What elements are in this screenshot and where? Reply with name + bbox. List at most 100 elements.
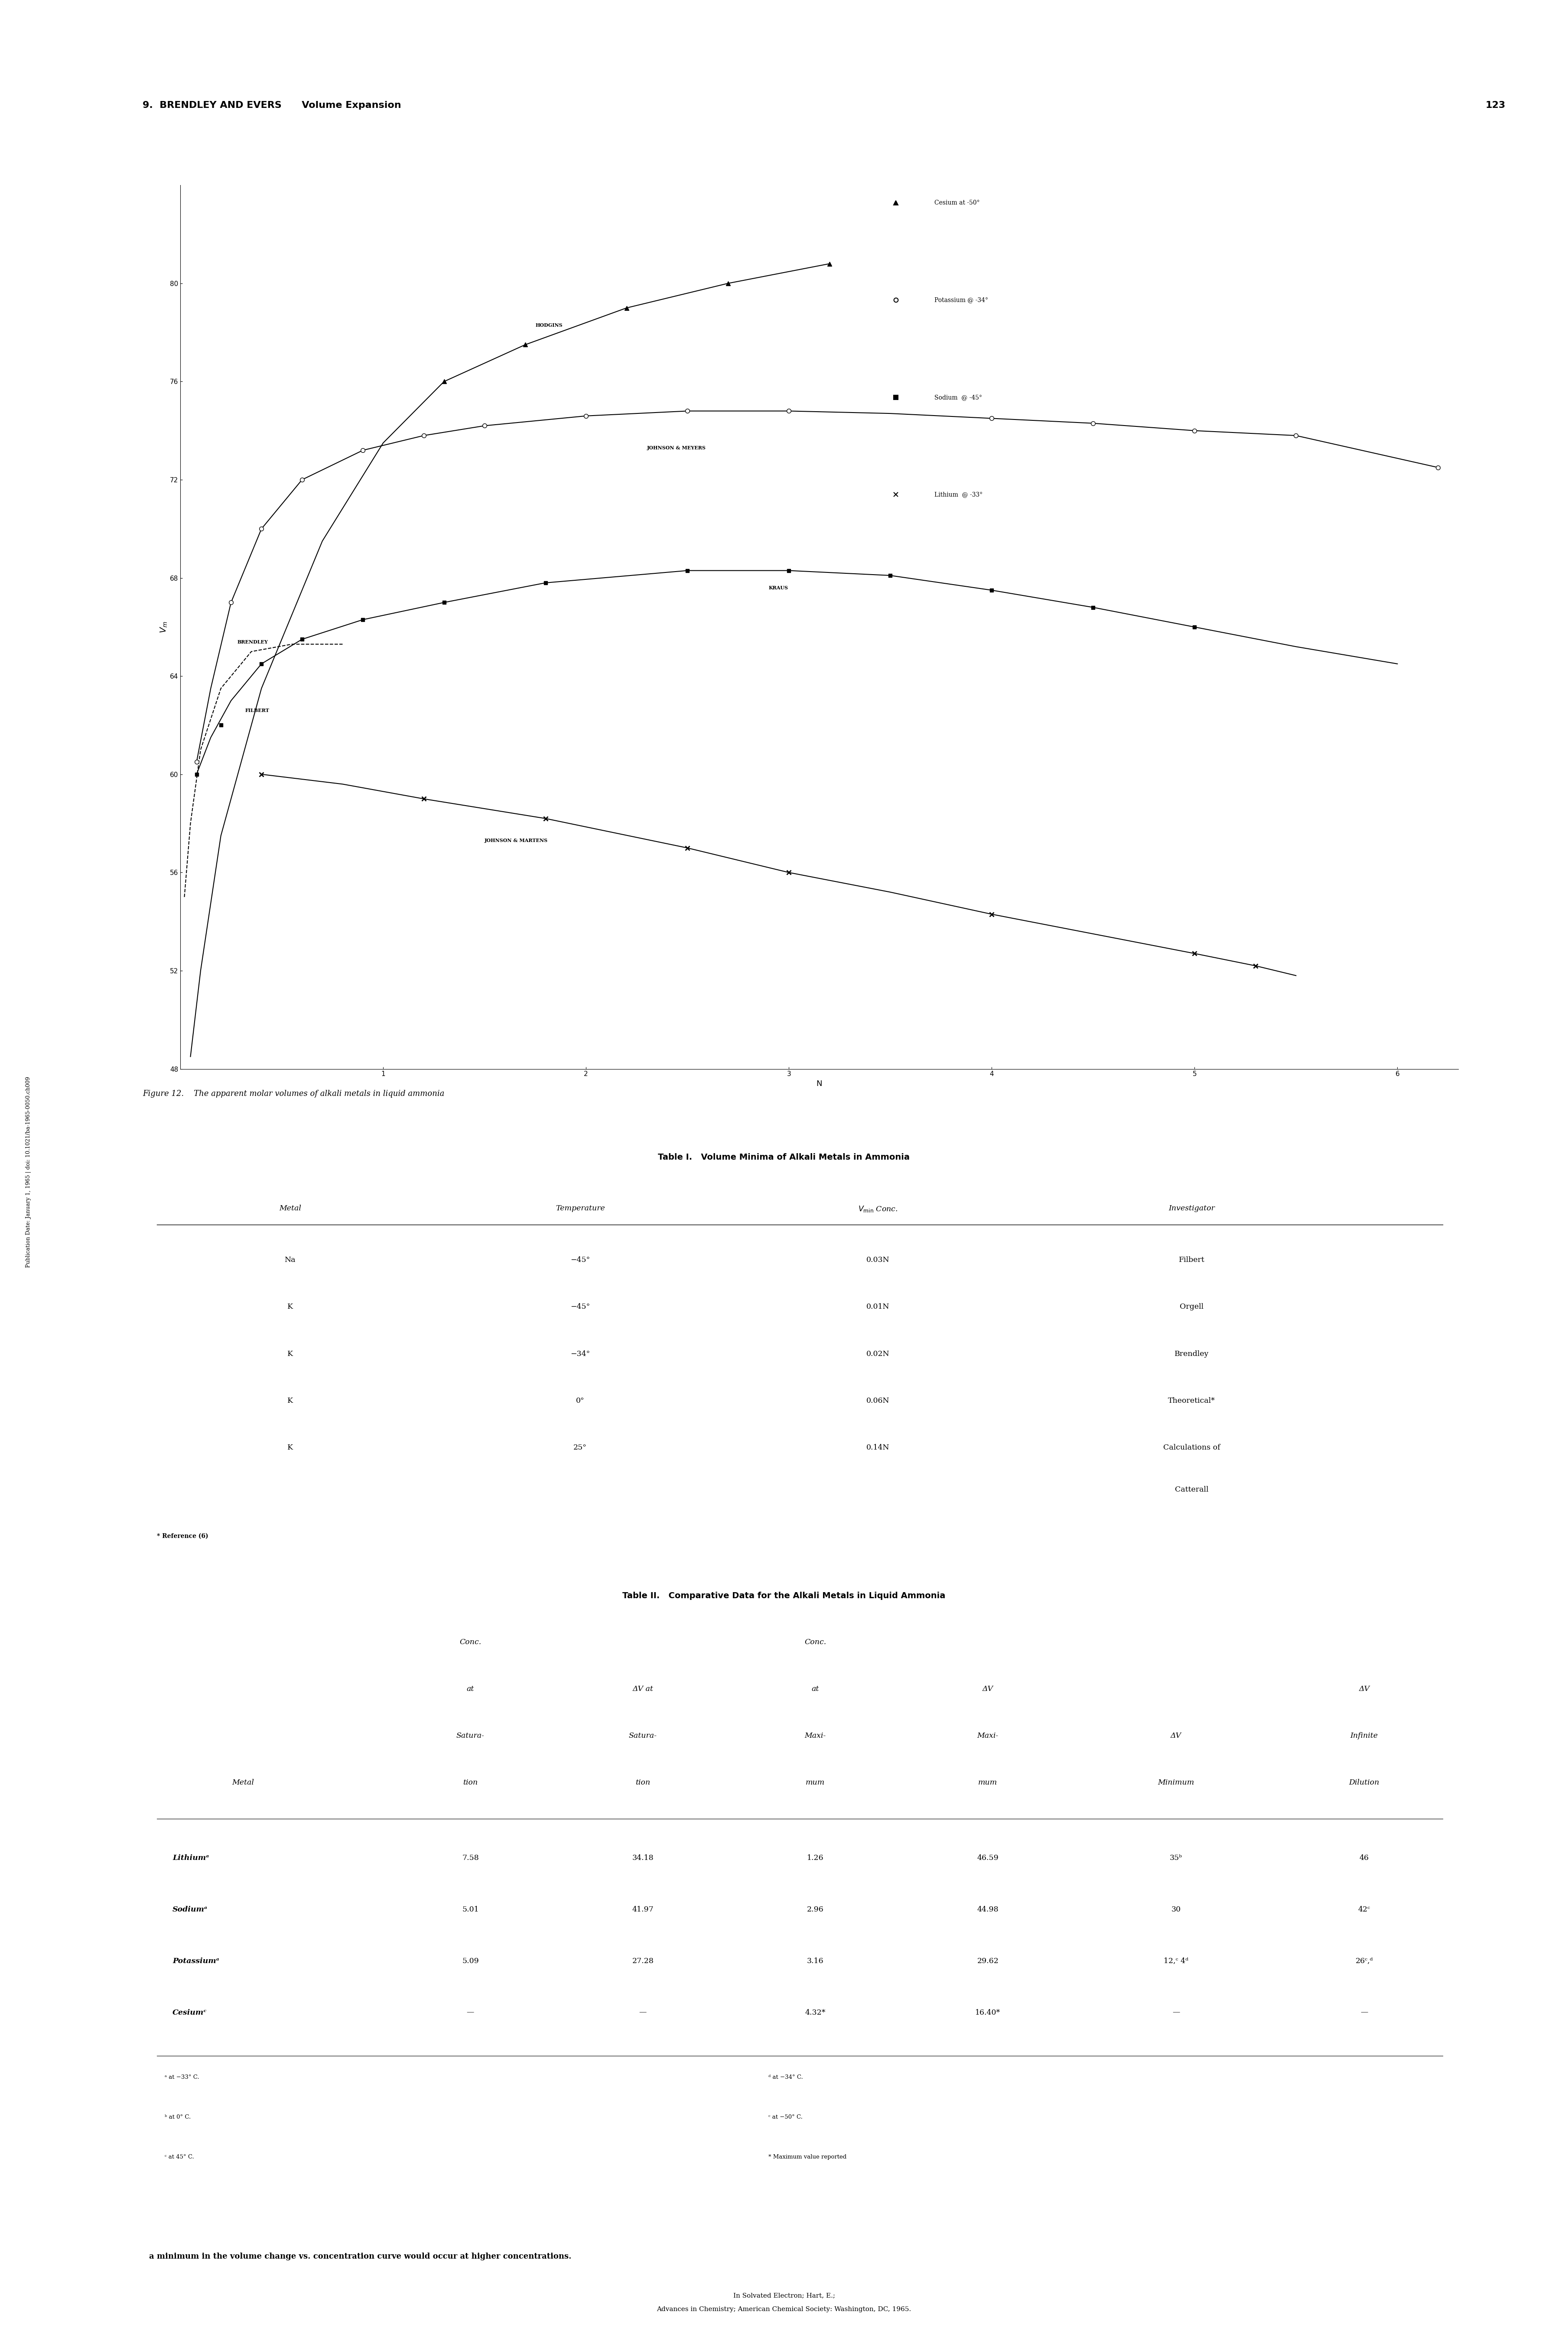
Text: −45°: −45°: [571, 1303, 590, 1310]
Text: 4.32*: 4.32*: [804, 2009, 826, 2016]
Text: 27.28: 27.28: [632, 1957, 654, 1964]
X-axis label: N: N: [817, 1081, 822, 1088]
Text: tion: tion: [635, 1779, 651, 1786]
Text: Potassium @ -34°: Potassium @ -34°: [935, 298, 988, 302]
Text: Conc.: Conc.: [804, 1638, 826, 1645]
Text: Cesium at -50°: Cesium at -50°: [935, 199, 980, 206]
Text: 1.26: 1.26: [808, 1854, 823, 1861]
Text: Cesiumᶜ: Cesiumᶜ: [172, 2009, 207, 2016]
Text: Lithium  @ -33°: Lithium @ -33°: [935, 492, 983, 497]
Text: Brendley: Brendley: [1174, 1350, 1209, 1357]
Text: ᶜ at 45° C.: ᶜ at 45° C.: [165, 2154, 194, 2159]
Text: 46.59: 46.59: [977, 1854, 999, 1861]
Text: mum: mum: [978, 1779, 997, 1786]
Text: ᵈ at −34° C.: ᵈ at −34° C.: [768, 2074, 803, 2079]
Text: 9.  BRENDLEY AND EVERS      Volume Expansion: 9. BRENDLEY AND EVERS Volume Expansion: [143, 101, 401, 110]
Text: Infinite: Infinite: [1350, 1732, 1378, 1739]
Text: —: —: [1361, 2009, 1367, 2016]
Text: Advances in Chemistry; American Chemical Society: Washington, DC, 1965.: Advances in Chemistry; American Chemical…: [657, 2306, 911, 2314]
Text: ΔV at: ΔV at: [632, 1685, 654, 1692]
Text: Maxi-: Maxi-: [977, 1732, 999, 1739]
Text: ᵇ at 0° C.: ᵇ at 0° C.: [165, 2114, 191, 2119]
Text: 0.03N: 0.03N: [867, 1256, 889, 1263]
Text: 34.18: 34.18: [632, 1854, 654, 1861]
Text: K: K: [287, 1397, 293, 1404]
Text: FILBERT: FILBERT: [245, 708, 270, 713]
Text: 2.96: 2.96: [808, 1906, 823, 1913]
Text: Filbert: Filbert: [1179, 1256, 1204, 1263]
Text: Satura-: Satura-: [629, 1732, 657, 1739]
Text: JOHNSON & MARTENS: JOHNSON & MARTENS: [485, 839, 547, 844]
Text: * Reference (6): * Reference (6): [157, 1533, 209, 1540]
Text: $V_{\mathrm{min}}$ Conc.: $V_{\mathrm{min}}$ Conc.: [858, 1205, 898, 1214]
Text: Maxi-: Maxi-: [804, 1732, 826, 1739]
Text: Table I.   Volume Minima of Alkali Metals in Ammonia: Table I. Volume Minima of Alkali Metals …: [659, 1153, 909, 1163]
Text: —: —: [640, 2009, 646, 2016]
Text: tion: tion: [463, 1779, 478, 1786]
Text: 5.01: 5.01: [463, 1906, 478, 1913]
Text: —: —: [1173, 2009, 1179, 2016]
Text: 0.01N: 0.01N: [867, 1303, 889, 1310]
Text: In Solvated Electron; Hart, E.;: In Solvated Electron; Hart, E.;: [734, 2292, 834, 2299]
Text: Conc.: Conc.: [459, 1638, 481, 1645]
Text: Orgell: Orgell: [1179, 1303, 1204, 1310]
Text: Sodiumᵃ: Sodiumᵃ: [172, 1906, 207, 1913]
Text: 35ᵇ: 35ᵇ: [1170, 1854, 1182, 1861]
Text: 41.97: 41.97: [632, 1906, 654, 1913]
Text: Calculations of: Calculations of: [1163, 1444, 1220, 1451]
Y-axis label: $V_m$: $V_m$: [160, 621, 169, 633]
Text: KRAUS: KRAUS: [768, 586, 789, 591]
Text: −34°: −34°: [571, 1350, 590, 1357]
Text: a minimum in the volume change vs. concentration curve would occur at higher con: a minimum in the volume change vs. conce…: [149, 2253, 571, 2260]
Text: Dilution: Dilution: [1348, 1779, 1380, 1786]
Text: ΔV: ΔV: [983, 1685, 993, 1692]
Text: Minimum: Minimum: [1157, 1779, 1195, 1786]
Text: K: K: [287, 1350, 293, 1357]
Text: mum: mum: [806, 1779, 825, 1786]
Text: −45°: −45°: [571, 1256, 590, 1263]
Text: Publication Date: January 1, 1965 | doi: 10.1021/ba-1965-0050.ch009: Publication Date: January 1, 1965 | doi:…: [25, 1076, 31, 1268]
Text: ΔV: ΔV: [1171, 1732, 1181, 1739]
Text: 123: 123: [1485, 101, 1505, 110]
Text: * Maximum value reported: * Maximum value reported: [768, 2154, 847, 2159]
Text: Investigator: Investigator: [1168, 1205, 1215, 1212]
Text: 42ᶜ: 42ᶜ: [1358, 1906, 1370, 1913]
Text: 26ᶜ,ᵈ: 26ᶜ,ᵈ: [1355, 1957, 1374, 1964]
Text: K: K: [287, 1444, 293, 1451]
Text: Potassiumᵃ: Potassiumᵃ: [172, 1957, 220, 1964]
Text: at: at: [812, 1685, 818, 1692]
Text: 3.16: 3.16: [808, 1957, 823, 1964]
Text: BRENDLEY: BRENDLEY: [237, 640, 268, 645]
Text: Figure 12.    The apparent molar volumes of alkali metals in liquid ammonia: Figure 12. The apparent molar volumes of…: [143, 1090, 444, 1097]
Text: Sodium  @ -45°: Sodium @ -45°: [935, 394, 982, 401]
Text: 5.09: 5.09: [463, 1957, 478, 1964]
Text: K: K: [287, 1303, 293, 1310]
Text: 12,ᶜ 4ᵈ: 12,ᶜ 4ᵈ: [1163, 1957, 1189, 1964]
Text: 29.62: 29.62: [977, 1957, 999, 1964]
Text: Theoretical*: Theoretical*: [1168, 1397, 1215, 1404]
Text: 25°: 25°: [574, 1444, 586, 1451]
Text: ᵃ at −33° C.: ᵃ at −33° C.: [165, 2074, 199, 2079]
Text: Catterall: Catterall: [1174, 1486, 1209, 1493]
Text: 0.14N: 0.14N: [867, 1444, 889, 1451]
Text: 44.98: 44.98: [977, 1906, 999, 1913]
Text: Lithiumᵃ: Lithiumᵃ: [172, 1854, 209, 1861]
Text: 7.58: 7.58: [463, 1854, 478, 1861]
Text: Temperature: Temperature: [555, 1205, 605, 1212]
Text: 0°: 0°: [575, 1397, 585, 1404]
Text: at: at: [467, 1685, 474, 1692]
Text: 0.02N: 0.02N: [867, 1350, 889, 1357]
Text: ᶜ at −50° C.: ᶜ at −50° C.: [768, 2114, 803, 2119]
Text: JOHNSON & MEYERS: JOHNSON & MEYERS: [648, 445, 706, 450]
Text: 46: 46: [1359, 1854, 1369, 1861]
Text: Table II.   Comparative Data for the Alkali Metals in Liquid Ammonia: Table II. Comparative Data for the Alkal…: [622, 1592, 946, 1601]
Text: HODGINS: HODGINS: [535, 323, 563, 328]
Text: —: —: [467, 2009, 474, 2016]
Text: Satura-: Satura-: [456, 1732, 485, 1739]
Text: Metal: Metal: [279, 1205, 301, 1212]
Text: ΔV: ΔV: [1359, 1685, 1369, 1692]
Text: Na: Na: [284, 1256, 296, 1263]
Text: 16.40*: 16.40*: [975, 2009, 1000, 2016]
Text: 0.06N: 0.06N: [867, 1397, 889, 1404]
Text: Metal: Metal: [232, 1779, 254, 1786]
